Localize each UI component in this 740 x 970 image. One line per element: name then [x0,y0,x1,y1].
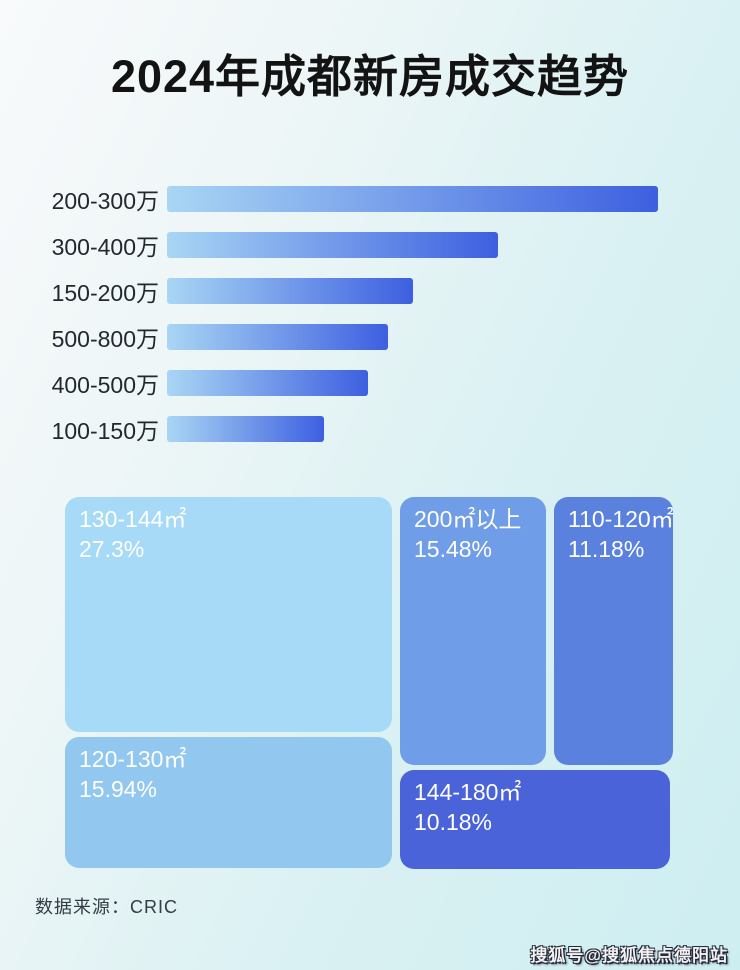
bar-track [167,324,658,350]
page-title: 2024年成都新房成交趋势 [110,51,630,102]
treemap-block-144-180: 144-180㎡ 10.18% [400,770,670,869]
bar-row: 150-200万 [40,268,700,314]
treemap-block-label: 144-180㎡ [414,779,522,805]
bar-row: 100-150万 [40,406,700,452]
bar-track [167,278,658,304]
bar-category-label: 400-500万 [51,372,159,398]
treemap-block-130-144: 130-144㎡ 27.3% [65,497,392,732]
bar-300-400w [167,232,499,258]
bar-100-150w [167,416,325,442]
treemap-block-percentage: 15.48% [414,536,493,562]
bar-category-label: 500-800万 [51,326,159,352]
bar-track [167,416,658,442]
treemap-block-label: 130-144㎡ [79,506,187,532]
bar-row: 200-300万 [40,176,700,222]
treemap-block-label: 110-120㎡ [568,506,673,532]
bar-category-label: 150-200万 [51,280,159,306]
bar-track [167,370,658,396]
bar-track [167,186,658,212]
bar-150-200w [167,278,413,304]
treemap-block-200-plus: 200㎡以上 15.48% [400,497,546,765]
treemap-block-120-130: 120-130㎡ 15.94% [65,737,392,868]
treemap-block-percentage: 27.3% [79,536,145,562]
treemap-block-percentage: 15.94% [79,776,158,802]
data-source-label: 数据来源：CRIC [35,897,178,917]
price-range-bar-chart: 200-300万 300-400万 150-200万 500-800万 400-… [40,176,700,452]
treemap-block-110-120: 110-120㎡ 11.18% [554,497,673,765]
bar-category-label: 300-400万 [51,234,159,260]
bar-400-500w [167,370,369,396]
bar-row: 500-800万 [40,314,700,360]
watermark-sohu-account: 搜狐号@搜狐焦点德阳站 [530,946,728,965]
bar-track [167,232,658,258]
treemap-block-label: 120-130㎡ [79,746,187,772]
bar-category-label: 100-150万 [51,418,159,444]
treemap-block-percentage: 10.18% [414,809,493,835]
treemap-block-percentage: 11.18% [568,536,645,562]
bar-200-300w [167,186,658,212]
bar-500-800w [167,324,388,350]
bar-category-label: 200-300万 [51,188,159,214]
bar-row: 400-500万 [40,360,700,406]
bar-row: 300-400万 [40,222,700,268]
treemap-block-label: 200㎡以上 [414,506,522,532]
